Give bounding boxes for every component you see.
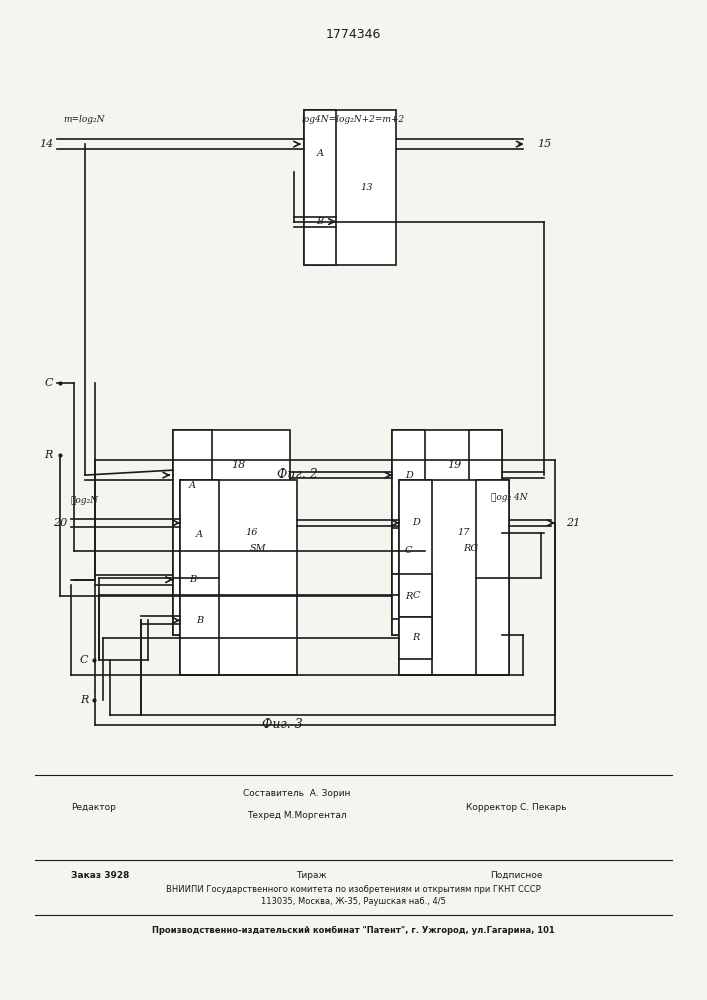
Bar (173, 430, 290, 635)
Text: 16: 16 (245, 528, 257, 537)
Bar (399, 480, 432, 675)
Text: RG: RG (463, 544, 478, 553)
Text: Подписное: Подписное (490, 870, 542, 880)
Text: log4N=log₂N+2=m+2: log4N=log₂N+2=m+2 (302, 115, 405, 124)
Text: 18: 18 (231, 460, 246, 470)
Bar (392, 430, 502, 635)
Text: Фиг. 2: Фиг. 2 (276, 468, 317, 482)
Text: ВНИИПИ Государственного комитета по изобретениям и открытиям при ГКНТ СССР: ВНИИПИ Государственного комитета по изоб… (166, 884, 541, 894)
Text: Производственно-издательский комбинат "Патент", г. Ужгород, ул.Гагарина, 101: Производственно-издательский комбинат "П… (152, 925, 555, 935)
Text: 17: 17 (457, 528, 470, 537)
Text: ℓog₂N: ℓog₂N (71, 496, 99, 505)
Text: Заказ 3928: Заказ 3928 (71, 870, 129, 880)
Bar (304, 110, 337, 265)
Text: Корректор С. Пекарь: Корректор С. Пекарь (466, 802, 566, 812)
Text: Составитель  А. Зорин: Составитель А. Зорин (243, 788, 351, 798)
Text: R: R (45, 450, 53, 460)
Bar (399, 616, 432, 659)
Bar (392, 574, 426, 619)
Text: 15: 15 (537, 139, 551, 149)
Text: A: A (189, 481, 196, 490)
Text: B: B (196, 616, 203, 625)
Text: m=log₂N: m=log₂N (64, 115, 105, 124)
Bar (469, 430, 502, 635)
Text: 1774346: 1774346 (326, 28, 381, 41)
Text: Техред М.Моргентал: Техред М.Моргентал (247, 810, 346, 820)
Text: Тираж: Тираж (296, 870, 327, 880)
Bar (173, 430, 211, 635)
Bar (477, 480, 509, 675)
Text: 21: 21 (566, 518, 580, 528)
Text: B: B (317, 217, 324, 226)
Bar (392, 430, 426, 635)
Text: 13: 13 (361, 183, 373, 192)
Bar (180, 480, 297, 675)
Text: R: R (412, 633, 419, 642)
Bar (399, 574, 432, 616)
Bar (399, 480, 509, 675)
Text: 14: 14 (39, 139, 53, 149)
Text: D: D (412, 518, 420, 527)
Text: 19: 19 (447, 460, 462, 470)
Text: C: C (412, 591, 420, 600)
Text: A: A (317, 149, 324, 158)
Text: R: R (405, 592, 412, 601)
Text: Редактор: Редактор (71, 802, 115, 812)
Text: 113035, Москва, Ж-35, Раушская наб., 4/5: 113035, Москва, Ж-35, Раушская наб., 4/5 (261, 898, 446, 906)
Text: C: C (405, 546, 413, 555)
Text: B: B (189, 575, 196, 584)
Text: C: C (80, 655, 88, 665)
Text: C: C (45, 378, 53, 388)
Text: Фиг. 3: Фиг. 3 (262, 718, 303, 732)
Text: A: A (196, 530, 203, 539)
Text: R: R (80, 695, 88, 705)
Bar (304, 110, 396, 265)
Bar (180, 480, 218, 675)
Text: ℓog₂ 4N: ℓog₂ 4N (491, 493, 527, 502)
Text: SM: SM (250, 544, 267, 553)
Text: D: D (405, 471, 413, 480)
Bar (392, 528, 426, 574)
Text: 20: 20 (53, 518, 67, 528)
